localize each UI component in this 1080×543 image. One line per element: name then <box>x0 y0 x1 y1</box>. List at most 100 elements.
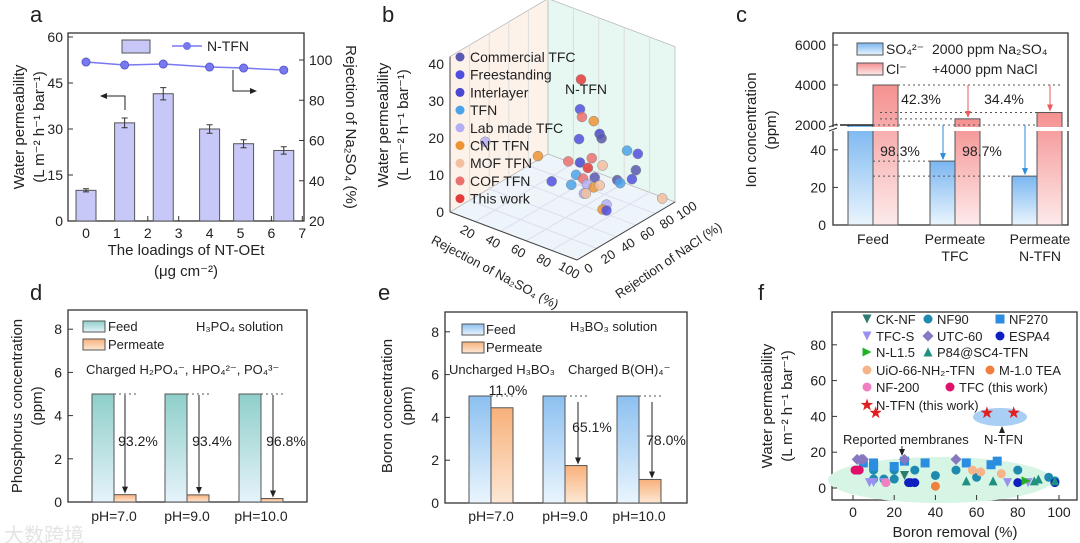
legend-label: MOF TFN <box>470 155 532 171</box>
rejection-point <box>120 60 130 70</box>
legend-swatch-feed <box>82 320 106 333</box>
legend-marker <box>945 382 955 392</box>
y-axis-title: Rejection of NaCl (%) <box>612 219 724 301</box>
legend-label: UiO-66-NH₂-TFN <box>876 363 975 378</box>
legend-label: Interlayer <box>470 84 529 100</box>
legend-label: Commercial TFC <box>470 49 576 65</box>
data-point <box>996 469 1006 479</box>
legend-marker <box>455 176 465 186</box>
x-tick-label: TFC <box>941 248 968 264</box>
y-tick-label: 40 <box>810 142 826 158</box>
legend-label: SO₄²⁻ <box>886 41 924 57</box>
x-tick-label: 80 <box>1010 504 1026 520</box>
x-tick-label: 3 <box>175 225 183 241</box>
x-tick-label: pH=10.0 <box>234 508 288 524</box>
rejection-label: 11.0% <box>489 382 528 398</box>
data-point <box>899 453 910 465</box>
legend-label: NF-200 <box>876 380 919 395</box>
legend-label: Feed <box>108 319 138 334</box>
panel-c: c Ion concentration (ppm) SO₄²⁻ Cl⁻ 2000… <box>736 2 1071 264</box>
legend-marker <box>862 347 872 357</box>
permeability-bar <box>152 93 174 222</box>
z-tick-label: 10 <box>428 167 444 183</box>
feed-note: 2000 ppm Na₂SO₄ <box>932 41 1048 57</box>
data-point-cof-tfn <box>576 111 588 123</box>
data-point <box>967 465 977 475</box>
data-point-interlayer <box>574 157 586 168</box>
x-tick-label: 40 <box>483 231 503 251</box>
legend-label: COF TFN <box>470 173 530 189</box>
legend-label: N-TFN <box>207 38 249 54</box>
z-axis-unit: (L m⁻² h⁻¹ bar⁻¹) <box>395 69 412 181</box>
grid-line <box>551 191 650 251</box>
y-tick-label: 6 <box>54 364 62 380</box>
y-tick-label: 4 <box>54 408 62 424</box>
n-tfn-label: N-TFN <box>984 432 1023 447</box>
data-point-freestanding <box>546 176 557 187</box>
legend-marker <box>862 382 872 392</box>
x-tick-label: 5 <box>237 225 245 241</box>
y-tick-label: 15 <box>47 167 63 183</box>
data-point <box>869 478 879 488</box>
legend-label: N-TFN (this work) <box>876 398 979 413</box>
data-point <box>976 467 986 477</box>
watermark: 大数跨境 <box>4 524 84 543</box>
y-axis-unit: (ppm) <box>763 110 780 149</box>
panel-letter: e <box>378 280 390 305</box>
right-axis-arrow-icon <box>232 70 257 94</box>
data-point <box>961 458 971 468</box>
data-point <box>1013 465 1023 475</box>
grid-line <box>525 182 625 242</box>
legend-label: UTC-60 <box>937 329 983 344</box>
x-tick-label: N-TFN <box>1019 248 1061 264</box>
legend-marker <box>923 347 933 357</box>
grid-line <box>469 199 597 249</box>
data-point-this-work <box>582 162 594 174</box>
data-point-mof-tfn <box>594 180 605 191</box>
panel-f: f Water permeability (L m⁻² h⁻¹ bar⁻¹) B… <box>758 280 1078 541</box>
legend-marker <box>862 331 872 341</box>
y-tick-label: 0 <box>818 217 826 233</box>
data-point <box>950 453 962 465</box>
y-right-axis-title: Rejection of Na₂SO₄ (%) <box>342 45 359 209</box>
y-tick-label: 0 <box>818 480 826 496</box>
y-tick-label: 4 <box>431 409 439 425</box>
permeability-bar <box>199 128 221 222</box>
rejection-label: 34.4% <box>984 91 1024 107</box>
data-point <box>930 470 940 480</box>
x-axis-unit: (μg cm⁻²) <box>154 263 218 280</box>
legend-label: TFC (this work) <box>959 380 1048 395</box>
x-tick-label: 2 <box>144 225 152 241</box>
x-tick-label: 6 <box>268 225 276 241</box>
legend-label: Lab made TFC <box>470 120 563 136</box>
data-point <box>869 462 879 472</box>
y-axis-title: Water permeability <box>11 64 28 189</box>
legend-label: M-1.0 TEA <box>999 363 1061 378</box>
grid-line <box>489 188 617 238</box>
legend-marker <box>860 398 874 411</box>
rejection-point <box>239 63 249 73</box>
error-bar <box>160 87 167 101</box>
data-point <box>980 406 994 419</box>
feed-bar <box>468 395 492 504</box>
error-bar <box>121 117 128 129</box>
grid-line <box>475 163 574 223</box>
data-point-mof-tfn <box>580 188 592 199</box>
y-tick-label: 0 <box>581 260 595 276</box>
data-point <box>881 478 891 488</box>
rejection-label: 98.7% <box>962 143 1002 159</box>
legend-swatch-sulfate <box>856 42 884 56</box>
bar-sulfate <box>929 160 956 226</box>
legend-label: N-L1.5 <box>876 345 915 360</box>
x-tick-label: pH=9.0 <box>542 508 588 524</box>
legend-label: NF90 <box>937 312 969 327</box>
data-point <box>1021 476 1031 486</box>
y-tick-label: 6000 <box>795 37 826 53</box>
rejection-label: 93.2% <box>118 433 158 449</box>
y-right-tick-label: 100 <box>309 52 333 68</box>
data-point <box>992 456 1002 466</box>
rejection-point <box>158 59 168 69</box>
data-point-freestanding <box>601 205 612 216</box>
y-tick-label: 60 <box>637 223 657 244</box>
